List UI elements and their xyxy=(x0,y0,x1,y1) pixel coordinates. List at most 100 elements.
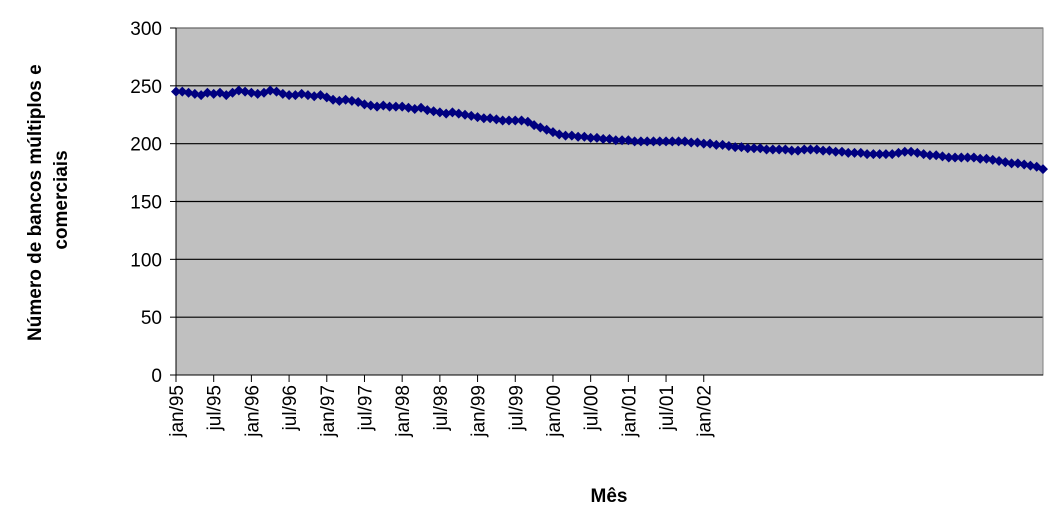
data-point-marker xyxy=(654,136,665,147)
data-point-marker xyxy=(623,135,634,146)
data-point-marker xyxy=(453,108,464,119)
data-point-marker xyxy=(246,87,257,98)
data-point-marker xyxy=(202,87,213,98)
data-point-marker xyxy=(428,106,439,117)
x-tick-label: jul/00 xyxy=(582,385,603,431)
data-point-marker xyxy=(397,101,408,112)
data-point-marker xyxy=(698,138,709,149)
data-point-marker xyxy=(950,152,961,163)
x-tick-label: jan/00 xyxy=(544,385,565,438)
data-point-marker xyxy=(943,152,954,163)
series-layer xyxy=(171,85,1048,175)
data-point-marker xyxy=(554,129,565,140)
y-axis-title-line-1: Número de bancos múltiplos e xyxy=(25,64,46,341)
data-point-marker xyxy=(171,86,181,97)
x-tick-label: jul/99 xyxy=(506,385,527,431)
data-point-marker xyxy=(887,149,898,160)
data-point-marker xyxy=(899,146,910,157)
data-point-marker xyxy=(365,100,376,111)
data-point-marker xyxy=(661,136,672,147)
y-axis-title: Número de bancos múltiplos e comerciais xyxy=(25,59,72,341)
data-point-marker xyxy=(805,144,816,155)
data-point-marker xyxy=(183,87,194,98)
data-point-marker xyxy=(309,91,320,102)
data-point-marker xyxy=(774,144,785,155)
data-point-marker xyxy=(240,86,251,97)
data-point-marker xyxy=(931,150,942,161)
data-point-marker xyxy=(566,130,577,141)
data-point-marker xyxy=(711,139,722,150)
data-point-marker xyxy=(893,147,904,158)
data-point-marker xyxy=(610,135,621,146)
y-axis: 0 50 100 150 200 250 300 xyxy=(130,19,177,387)
x-axis: jan/95 jul/95 jan/96 jul/96 jan/97 jul/97 jan/… xyxy=(167,374,1043,438)
data-point-marker xyxy=(472,112,483,123)
data-point-marker xyxy=(617,135,628,146)
data-point-marker xyxy=(290,90,301,101)
x-tick-label: jan/01 xyxy=(619,385,640,438)
data-point-marker xyxy=(730,142,741,153)
data-point-marker xyxy=(378,100,389,111)
data-point-marker xyxy=(868,149,879,160)
data-point-marker xyxy=(503,115,514,126)
data-point-marker xyxy=(975,153,986,164)
data-point-marker xyxy=(792,145,803,156)
data-point-marker xyxy=(1012,158,1023,169)
y-axis-title-line-2: comerciais xyxy=(51,150,72,249)
data-point-marker xyxy=(642,136,653,147)
data-point-marker xyxy=(874,149,885,160)
data-point-marker xyxy=(956,152,967,163)
data-point-marker xyxy=(485,113,496,124)
x-tick-label: jan/97 xyxy=(318,385,339,438)
data-point-marker xyxy=(968,152,979,163)
data-point-marker xyxy=(591,132,602,143)
x-tick-label: jan/95 xyxy=(167,385,188,438)
data-point-marker xyxy=(441,108,452,119)
data-point-marker xyxy=(692,137,703,148)
data-point-marker xyxy=(516,115,527,126)
data-point-marker xyxy=(491,114,502,125)
data-point-marker xyxy=(994,156,1005,167)
data-point-marker xyxy=(749,143,759,154)
data-point-marker xyxy=(981,153,992,164)
x-tick-label: jan/98 xyxy=(393,385,414,438)
data-point-marker xyxy=(346,95,357,106)
data-point-marker xyxy=(843,147,854,158)
data-point-marker xyxy=(761,144,772,155)
data-point-marker xyxy=(598,134,609,145)
data-point-marker xyxy=(736,142,747,153)
y-tick-label: 50 xyxy=(141,308,162,329)
x-axis-title: Mês xyxy=(591,486,628,505)
data-point-marker xyxy=(786,145,797,156)
data-point-marker xyxy=(1025,160,1036,171)
x-tick-label: jul/96 xyxy=(280,385,301,431)
y-tick-label: 150 xyxy=(130,193,162,214)
data-point-marker xyxy=(334,95,345,106)
data-point-marker xyxy=(686,137,697,148)
data-point-marker xyxy=(1006,158,1017,169)
data-point-marker xyxy=(962,152,973,163)
data-point-marker xyxy=(811,144,822,155)
data-point-marker xyxy=(277,88,288,99)
x-tick-label: jan/99 xyxy=(469,385,490,438)
data-point-marker xyxy=(447,107,458,118)
data-point-marker xyxy=(510,115,521,126)
data-point-marker xyxy=(830,146,841,157)
data-point-marker xyxy=(604,134,615,145)
x-tick-label: jul/98 xyxy=(431,385,452,431)
data-point-marker xyxy=(384,101,395,112)
data-point-marker xyxy=(1019,159,1030,170)
data-point-marker xyxy=(284,90,295,101)
data-point-marker xyxy=(372,101,383,112)
data-point-marker xyxy=(824,145,835,156)
data-point-marker xyxy=(233,85,244,96)
data-point-marker xyxy=(265,85,276,96)
data-point-marker xyxy=(252,88,263,99)
data-point-marker xyxy=(460,109,470,120)
x-tick-label: jul/95 xyxy=(205,385,226,431)
x-tick-label: jan/02 xyxy=(695,385,716,438)
y-tick-label: 0 xyxy=(151,366,162,387)
data-point-marker xyxy=(862,149,873,160)
data-point-marker xyxy=(629,136,640,147)
